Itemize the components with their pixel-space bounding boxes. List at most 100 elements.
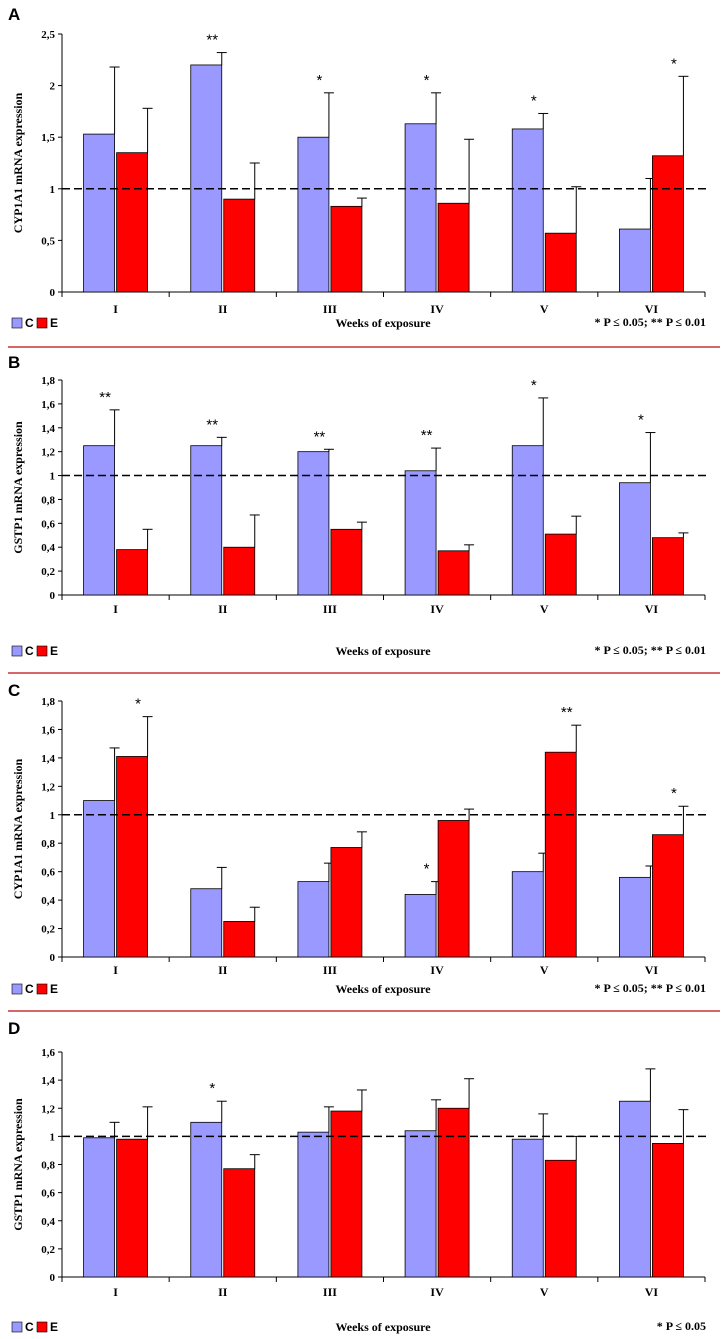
significance-marker: *: [135, 696, 141, 713]
bar-e: [652, 1143, 684, 1278]
bar-e: [330, 1110, 363, 1278]
panel-label: C: [8, 681, 20, 700]
x-axis-title: Weeks of exposure: [335, 1320, 431, 1334]
x-axis-title: Weeks of exposure: [335, 644, 431, 658]
y-tick-label: 0,6: [41, 867, 55, 879]
bar-c: [83, 133, 115, 293]
y-tick-label: 1,4: [41, 1075, 55, 1087]
y-axis-title: CYP1A1 mRNA expression: [11, 92, 25, 233]
bar-e: [223, 1168, 256, 1278]
bar-c: [619, 228, 651, 293]
bar-c: [511, 871, 544, 958]
bar-e: [437, 550, 470, 596]
x-tick-label: V: [540, 1285, 549, 1299]
legend-swatch-e: [36, 983, 48, 995]
y-tick-label: 1,2: [41, 1103, 55, 1115]
legend-swatch-c: [11, 317, 23, 329]
significance-marker: *: [638, 412, 644, 429]
x-tick-label: IV: [430, 1285, 444, 1299]
y-tick-label: 1,4: [41, 753, 55, 765]
p-value-note: * P ≤ 0.05; ** P ≤ 0.01: [594, 981, 706, 995]
bar-c: [404, 1130, 437, 1278]
bar-e: [437, 202, 470, 293]
y-tick-label: 1: [50, 471, 56, 483]
bar-c: [404, 894, 437, 958]
bar-e: [544, 1159, 577, 1278]
bar-e: [544, 232, 577, 293]
x-axis-title: Weeks of exposure: [335, 316, 431, 330]
x-tick-label: III: [323, 602, 337, 616]
x-tick-label: V: [540, 602, 549, 616]
bar-e: [652, 834, 684, 958]
bar-c: [619, 1100, 651, 1278]
legend-swatch-c: [11, 983, 23, 995]
y-tick-label: 1,5: [41, 132, 55, 144]
bar-e: [223, 921, 256, 958]
x-tick-label: IV: [430, 963, 444, 977]
bar-c: [297, 451, 330, 596]
bar-c: [190, 888, 223, 958]
bar-e: [330, 847, 363, 958]
p-value-note: * P ≤ 0.05; ** P ≤ 0.01: [594, 643, 706, 657]
y-axis-title: GSTP1 mRNA expression: [11, 1098, 25, 1231]
bar-e: [223, 198, 256, 293]
bar-e: [437, 820, 470, 958]
y-tick-label: 0,4: [41, 1216, 55, 1228]
bar-c: [619, 876, 651, 958]
bar-c: [297, 881, 330, 958]
bar-e: [437, 1107, 470, 1278]
y-tick-label: 2,5: [41, 29, 55, 41]
x-tick-label: I: [113, 1285, 118, 1299]
y-tick-label: 1,6: [41, 724, 55, 736]
y-axis-title: GSTP1 mRNA expression: [11, 421, 25, 554]
significance-marker: *: [671, 55, 677, 72]
bar-e: [652, 537, 684, 596]
x-tick-label: III: [323, 302, 337, 316]
legend-swatch-c: [11, 1321, 23, 1333]
significance-marker: *: [209, 1080, 215, 1097]
x-tick-label: III: [323, 963, 337, 977]
legend-label-c: C: [25, 1320, 34, 1334]
significance-marker: **: [206, 416, 218, 433]
legend-swatch-c: [11, 645, 23, 657]
bar-c: [297, 136, 330, 293]
y-tick-label: 1: [50, 184, 56, 196]
y-tick-label: 1: [50, 1131, 56, 1143]
bar-e: [116, 549, 148, 596]
bar-e: [544, 751, 577, 958]
panel-label: B: [8, 353, 20, 372]
panel-c: C CYP1A1 mRNA expression 0 0,2 0,4 0,6 0,8 1 1,2…: [8, 681, 708, 996]
bar-c: [83, 445, 115, 596]
y-tick-label: 0: [50, 590, 56, 602]
significance-marker: *: [424, 72, 430, 89]
legend-label-c: C: [25, 316, 34, 330]
legend-label-e: E: [50, 644, 58, 658]
y-tick-label: 0,2: [41, 1244, 55, 1256]
bar-c: [619, 482, 651, 596]
panel-label: D: [8, 1019, 20, 1038]
x-tick-label: VI: [645, 602, 659, 616]
legend-swatch-e: [36, 317, 48, 329]
bar-e: [652, 155, 684, 293]
bar-c: [83, 1137, 115, 1278]
x-tick-label: V: [540, 302, 549, 316]
significance-marker: **: [99, 389, 111, 406]
significance-marker: *: [671, 785, 677, 802]
bar-e: [544, 533, 577, 596]
x-tick-label: VI: [645, 963, 659, 977]
y-tick-label: 0,4: [41, 895, 55, 907]
y-tick-label: 0,2: [41, 566, 55, 578]
bar-e: [223, 546, 256, 596]
bar-c: [511, 128, 544, 293]
significance-marker: **: [206, 32, 218, 49]
y-tick-label: 1: [50, 810, 56, 822]
x-tick-label: II: [218, 1285, 228, 1299]
bar-c: [190, 1121, 223, 1278]
bar-c: [404, 123, 437, 293]
x-tick-label: V: [540, 963, 549, 977]
x-tick-label: I: [113, 963, 118, 977]
